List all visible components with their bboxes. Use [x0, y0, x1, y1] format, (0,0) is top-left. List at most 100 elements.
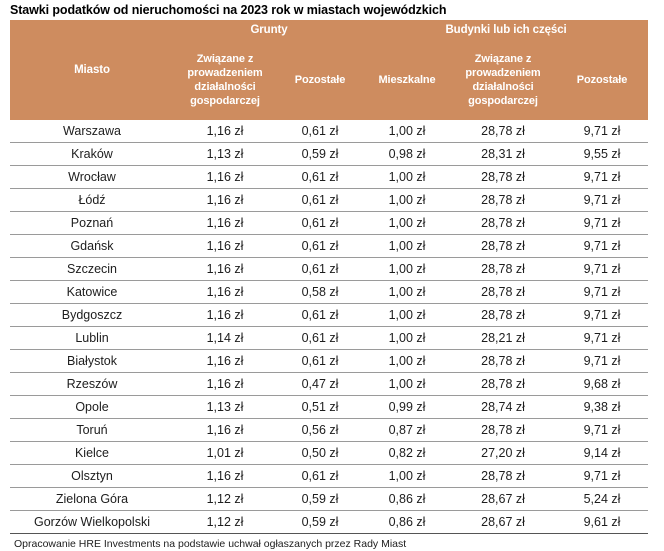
- cell-grunty_dzialalnosc: 1,16 zł: [174, 188, 276, 212]
- cell-budynki_mieszkalne: 1,00 zł: [364, 349, 451, 373]
- cell-budynki_mieszkalne: 0,86 zł: [364, 487, 451, 511]
- cell-city: Łódź: [10, 188, 174, 212]
- table-row: Opole 1,13 zł 0,51 zł 0,99 zł 28,74 zł 9,38 z…: [10, 395, 649, 419]
- cell-budynki_pozostale: 9,71 zł: [556, 165, 649, 189]
- cell-grunty_dzialalnosc: 1,16 zł: [174, 303, 276, 327]
- cell-budynki_dzialalnosc: 28,78 zł: [450, 303, 557, 327]
- table-row: Lublin 1,14 zł 0,61 zł 1,00 zł 28,21 zł 9,71 …: [10, 326, 649, 350]
- cell-city: Białystok: [10, 349, 174, 373]
- cell-budynki_mieszkalne: 1,00 zł: [364, 280, 451, 304]
- cell-city: Szczecin: [10, 257, 174, 281]
- cell-grunty_pozostale: 0,61 zł: [276, 234, 365, 258]
- cell-grunty_pozostale: 0,47 zł: [276, 372, 365, 396]
- header-col-grunty-dzialalnosc: Związane z prowadzeniem działalności gos…: [174, 40, 276, 120]
- cell-city: Bydgoszcz: [10, 303, 174, 327]
- cell-grunty_dzialalnosc: 1,14 zł: [174, 326, 276, 350]
- cell-grunty_pozostale: 0,59 zł: [276, 142, 365, 166]
- cell-budynki_pozostale: 9,38 zł: [556, 395, 649, 419]
- cell-budynki_pozostale: 9,14 zł: [556, 441, 649, 465]
- header-col-budynki-pozostale: Pozostałe: [556, 40, 649, 120]
- cell-budynki_dzialalnosc: 28,21 zł: [450, 326, 557, 350]
- header-col-grunty-pozostale: Pozostałe: [276, 40, 365, 120]
- cell-budynki_dzialalnosc: 28,78 zł: [450, 188, 557, 212]
- cell-city: Toruń: [10, 418, 174, 442]
- table-row: Białystok 1,16 zł 0,61 zł 1,00 zł 28,78 zł 9,…: [10, 349, 649, 373]
- cell-grunty_dzialalnosc: 1,16 zł: [174, 257, 276, 281]
- cell-budynki_mieszkalne: 1,00 zł: [364, 326, 451, 350]
- cell-grunty_dzialalnosc: 1,16 zł: [174, 234, 276, 258]
- cell-grunty_dzialalnosc: 1,01 zł: [174, 441, 276, 465]
- cell-grunty_pozostale: 0,59 zł: [276, 487, 365, 511]
- cell-grunty_dzialalnosc: 1,16 zł: [206, 124, 244, 138]
- cell-budynki_mieszkalne: 1,00 zł: [364, 372, 451, 396]
- header-col-city: Miasto: [10, 20, 174, 120]
- cell-grunty_pozostale: 0,56 zł: [276, 418, 365, 442]
- cell-grunty_dzialalnosc: 1,16 zł: [174, 418, 276, 442]
- cell-grunty_pozostale: 0,61 zł: [276, 257, 365, 281]
- table-row: Bydgoszcz 1,16 zł 0,61 zł 1,00 zł 28,78 zł 9,…: [10, 303, 649, 327]
- cell-city: Zielona Góra: [10, 487, 174, 511]
- cell-budynki_dzialalnosc: 28,67 zł: [450, 510, 557, 534]
- header-group-grunty: Grunty: [174, 20, 365, 40]
- cell-grunty_pozostale: 0,58 zł: [276, 280, 365, 304]
- cell-budynki_mieszkalne: 0,98 zł: [364, 142, 451, 166]
- cell-budynki_dzialalnosc: 28,74 zł: [450, 395, 557, 419]
- source-note: Opracowanie HRE Investments na podstawie…: [14, 538, 407, 550]
- table-row: Warszawa 1,16 zł 0,61 zł 1,00 zł 28,78 zł 9,7…: [10, 120, 648, 143]
- cell-grunty_pozostale: 0,61 zł: [301, 124, 339, 138]
- cell-budynki_mieszkalne: 0,86 zł: [364, 510, 451, 534]
- cell-city: Rzeszów: [10, 372, 174, 396]
- cell-budynki_dzialalnosc: 28,78 zł: [450, 257, 557, 281]
- cell-budynki_pozostale: 9,71 zł: [556, 326, 649, 350]
- cell-budynki_mieszkalne: 1,00 zł: [364, 464, 451, 488]
- cell-budynki_mieszkalne: 1,00 zł: [388, 124, 426, 138]
- cell-grunty_pozostale: 0,61 zł: [276, 349, 365, 373]
- header-col-budynki-dzialalnosc-label: Związane z prowadzeniem działalności gos…: [465, 53, 541, 107]
- cell-city: Poznań: [10, 211, 174, 235]
- cell-grunty_pozostale: 0,50 zł: [276, 441, 365, 465]
- cell-budynki_mieszkalne: 0,99 zł: [364, 395, 451, 419]
- cell-budynki_pozostale: 9,71 zł: [556, 211, 649, 235]
- table-container: Miasto Grunty Budynki lub ich części Zwi…: [10, 20, 649, 534]
- property-tax-table: Miasto Grunty Budynki lub ich części Zwi…: [10, 20, 649, 534]
- cell-city: Wrocław: [10, 165, 174, 189]
- cell-city: Gorzów Wielkopolski: [10, 510, 174, 534]
- table-row: Kraków 1,13 zł 0,59 zł 0,98 zł 28,31 zł 9,55 …: [10, 142, 649, 166]
- table-row: Zielona Góra 1,12 zł 0,59 zł 0,86 zł 28,67 z…: [10, 487, 649, 511]
- header-col-grunty-dzialalnosc-label: Związane z prowadzeniem działalności gos…: [187, 53, 263, 107]
- table-row: Olsztyn 1,16 zł 0,61 zł 1,00 zł 28,78 zł 9,71…: [10, 464, 649, 488]
- cell-city: Warszawa: [63, 124, 121, 138]
- table-row: Wrocław 1,16 zł 0,61 zł 1,00 zł 28,78 zł 9,71…: [10, 165, 649, 189]
- table-body: Warszawa 1,16 zł 0,61 zł 1,00 zł 28,78 zł 9,7…: [10, 120, 649, 534]
- cell-grunty_pozostale: 0,61 zł: [276, 464, 365, 488]
- table-row: Rzeszów 1,16 zł 0,47 zł 1,00 zł 28,78 zł 9,68…: [10, 372, 649, 396]
- cell-budynki_pozostale: 9,71 zł: [556, 418, 649, 442]
- page-title: Stawki podatków od nieruchomości na 2023…: [10, 3, 447, 17]
- cell-budynki_mieszkalne: 1,00 zł: [364, 211, 451, 235]
- cell-budynki_mieszkalne: 1,00 zł: [364, 234, 451, 258]
- cell-budynki_dzialalnosc: 28,78 zł: [450, 165, 557, 189]
- cell-budynki_mieszkalne: 1,00 zł: [364, 188, 451, 212]
- cell-budynki_dzialalnosc: 28,78 zł: [450, 372, 557, 396]
- cell-budynki_mieszkalne: 1,00 zł: [364, 303, 451, 327]
- cell-budynki_dzialalnosc: 28,78 zł: [450, 280, 557, 304]
- cell-budynki_pozostale: 9,71 zł: [556, 188, 649, 212]
- cell-grunty_dzialalnosc: 1,13 zł: [174, 142, 276, 166]
- cell-grunty_pozostale: 0,61 zł: [276, 188, 365, 212]
- cell-grunty_dzialalnosc: 1,16 zł: [174, 280, 276, 304]
- cell-city: Opole: [10, 395, 174, 419]
- cell-budynki_dzialalnosc: 28,78 zł: [450, 234, 557, 258]
- cell-budynki_pozostale: 9,71 zł: [556, 280, 649, 304]
- cell-budynki_pozostale: 9,71 zł: [556, 257, 649, 281]
- cell-budynki_mieszkalne: 1,00 zł: [364, 165, 451, 189]
- cell-budynki_pozostale: 9,68 zł: [556, 372, 649, 396]
- table-row: Poznań 1,16 zł 0,61 zł 1,00 zł 28,78 zł 9,71 …: [10, 211, 649, 235]
- table-row: Gdańsk 1,16 zł 0,61 zł 1,00 zł 28,78 zł 9,71 …: [10, 234, 649, 258]
- cell-budynki_dzialalnosc: 28,78 zł: [450, 349, 557, 373]
- cell-grunty_dzialalnosc: 1,16 zł: [174, 165, 276, 189]
- cell-budynki_dzialalnosc: 28,78 zł: [481, 124, 525, 138]
- cell-city: Kielce: [10, 441, 174, 465]
- cell-budynki_pozostale: 9,61 zł: [556, 510, 649, 534]
- cell-budynki_pozostale: 5,24 zł: [556, 487, 649, 511]
- table-row: Kielce 1,01 zł 0,50 zł 0,82 zł 27,20 zł 9,14 …: [10, 441, 649, 465]
